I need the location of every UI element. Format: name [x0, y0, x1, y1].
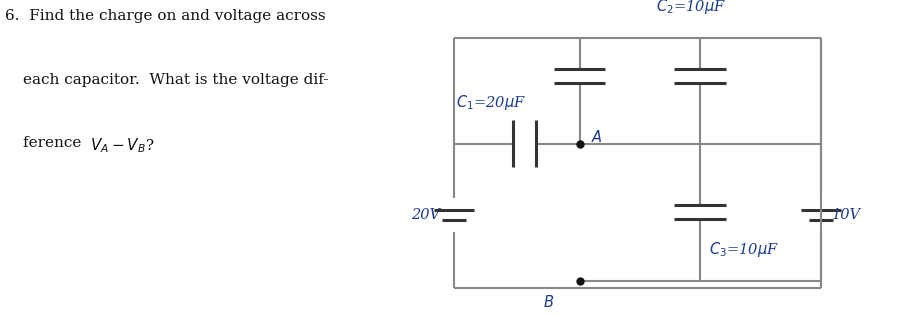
Text: $B$: $B$	[543, 294, 554, 310]
Text: $C_2$=10$\mu$F: $C_2$=10$\mu$F	[656, 0, 726, 16]
Text: 6.  Find the charge on and voltage across: 6. Find the charge on and voltage across	[5, 9, 326, 23]
Text: $C_3$=10$\mu$F: $C_3$=10$\mu$F	[710, 240, 779, 259]
Text: $A$: $A$	[591, 130, 602, 145]
Text: ference: ference	[23, 136, 86, 150]
Text: $V_A - V_B$?: $V_A - V_B$?	[90, 136, 154, 155]
Text: 10V: 10V	[832, 208, 861, 222]
Text: 20V: 20V	[411, 208, 440, 222]
Text: each capacitor.  What is the voltage dif-: each capacitor. What is the voltage dif-	[23, 73, 328, 87]
Text: $C_1$=20$\mu$F: $C_1$=20$\mu$F	[456, 93, 525, 112]
